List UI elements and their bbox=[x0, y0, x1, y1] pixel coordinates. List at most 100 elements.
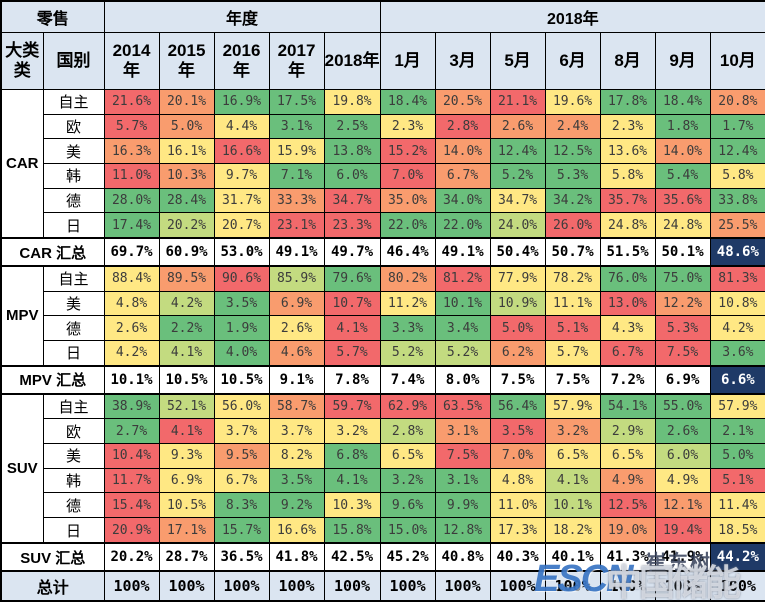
data-cell: 19.6% bbox=[544, 89, 601, 115]
data-cell: 5.2% bbox=[379, 340, 436, 367]
data-cell: 4.1% bbox=[158, 340, 215, 367]
summary-cell: 6.6% bbox=[709, 364, 765, 395]
data-cell: 10.1% bbox=[544, 492, 601, 519]
data-row: 日 17.4% 20.2% 20.7% 23.1% 23.3% 22.0% 22.0% 24.0… bbox=[1, 212, 765, 239]
data-row: 美 16.3% 16.1% 16.6% 15.9% 13.8% 15.2% 14.0% 12.4… bbox=[1, 138, 765, 164]
data-cell: 5.3% bbox=[544, 162, 601, 189]
summary-cell: 8.0% bbox=[434, 364, 491, 395]
data-cell: 15.2% bbox=[379, 138, 436, 164]
summary-cell: 10.5% bbox=[158, 364, 215, 395]
data-cell: 20.2% bbox=[158, 212, 215, 239]
data-cell: 14.0% bbox=[434, 138, 491, 164]
category-col-header: 大类类 bbox=[0, 32, 44, 90]
country-label: 美 bbox=[42, 290, 105, 317]
data-cell: 17.5% bbox=[268, 89, 325, 115]
data-cell: 7.0% bbox=[379, 162, 436, 189]
data-cell: 19.0% bbox=[599, 517, 656, 544]
table-title-retail: 零售 bbox=[0, 0, 105, 33]
summary-cell: 40.1% bbox=[544, 542, 601, 572]
data-cell: 10.3% bbox=[158, 162, 215, 189]
data-cell: 4.4% bbox=[213, 113, 270, 140]
data-row: 德 28.0% 28.4% 31.7% 33.3% 34.7% 35.0% 34.0% 34.7… bbox=[1, 187, 765, 214]
data-cell: 9.5% bbox=[213, 443, 270, 469]
country-label: 韩 bbox=[42, 162, 105, 189]
section-label-CAR: CAR bbox=[0, 89, 44, 239]
section-label-MPV: MPV bbox=[0, 265, 44, 367]
country-label: 欧 bbox=[42, 113, 105, 140]
data-cell: 2.6% bbox=[654, 418, 711, 445]
data-cell: 20.9% bbox=[103, 517, 160, 544]
summary-cell: 7.5% bbox=[489, 364, 546, 395]
data-row: 德 2.6% 2.2% 1.9% 2.6% 4.1% 3.3% 3.4% 5.0% 5.1% 4.3… bbox=[1, 315, 765, 342]
col-header-2016年: 2016年 bbox=[213, 32, 270, 90]
data-cell: 1.7% bbox=[709, 113, 765, 140]
country-label: 德 bbox=[42, 492, 105, 519]
summary-cell: 49.1% bbox=[434, 237, 491, 267]
data-cell: 80.2% bbox=[379, 265, 436, 292]
section-label-SUV: SUV bbox=[0, 393, 44, 544]
data-cell: 2.9% bbox=[599, 418, 656, 445]
data-cell: 34.7% bbox=[489, 187, 546, 214]
data-cell: 63.5% bbox=[434, 393, 491, 420]
data-cell: 3.5% bbox=[489, 418, 546, 445]
data-cell: 77.9% bbox=[489, 265, 546, 292]
summary-cell: 10.5% bbox=[213, 364, 270, 395]
data-row: 美 10.4% 9.3% 9.5% 8.2% 6.8% 6.5% 7.5% 7.0% 6.5% 6.… bbox=[1, 443, 765, 469]
country-label: 自主 bbox=[42, 393, 105, 420]
data-cell: 5.0% bbox=[158, 113, 215, 140]
data-cell: 10.9% bbox=[489, 290, 546, 317]
col-header-1月: 1月 bbox=[379, 32, 436, 90]
summary-cell: 7.4% bbox=[379, 364, 436, 395]
data-cell: 78.2% bbox=[544, 265, 601, 292]
data-cell: 4.1% bbox=[158, 418, 215, 445]
data-cell: 5.7% bbox=[103, 113, 160, 140]
data-cell: 35.7% bbox=[599, 187, 656, 214]
data-cell: 85.9% bbox=[268, 265, 325, 292]
data-cell: 12.5% bbox=[544, 138, 601, 164]
country-label: 自主 bbox=[42, 89, 105, 115]
data-cell: 1.8% bbox=[654, 113, 711, 140]
data-cell: 2.1% bbox=[709, 418, 765, 445]
data-cell: 22.0% bbox=[379, 212, 436, 239]
data-cell: 13.6% bbox=[599, 138, 656, 164]
data-cell: 6.9% bbox=[268, 290, 325, 317]
data-cell: 81.2% bbox=[434, 265, 491, 292]
data-cell: 2.8% bbox=[434, 113, 491, 140]
data-cell: 9.2% bbox=[268, 492, 325, 519]
data-cell: 3.4% bbox=[434, 315, 491, 342]
data-cell: 12.5% bbox=[599, 492, 656, 519]
data-cell: 4.1% bbox=[544, 467, 601, 494]
country-label: 自主 bbox=[42, 265, 105, 292]
total-row: 总计 100% 100% 100% 100% 100% 100% 100% 100% 100% 10… bbox=[0, 570, 765, 602]
data-cell: 20.5% bbox=[434, 89, 491, 115]
summary-cell: 20.2% bbox=[103, 542, 160, 572]
total-cell: 100% bbox=[654, 570, 711, 602]
data-cell: 12.2% bbox=[654, 290, 711, 317]
data-cell: 16.6% bbox=[213, 138, 270, 164]
data-cell: 9.6% bbox=[379, 492, 436, 519]
data-cell: 28.4% bbox=[158, 187, 215, 214]
data-cell: 11.0% bbox=[103, 162, 160, 189]
col-header-10月: 10月 bbox=[709, 32, 765, 90]
data-cell: 4.8% bbox=[103, 290, 160, 317]
data-cell: 19.8% bbox=[323, 89, 381, 115]
total-cell: 100% bbox=[544, 570, 601, 602]
data-cell: 8.2% bbox=[268, 443, 325, 469]
summary-cell: 69.7% bbox=[103, 237, 160, 267]
data-cell: 21.1% bbox=[489, 89, 546, 115]
country-label: 日 bbox=[42, 212, 105, 239]
data-cell: 4.2% bbox=[709, 315, 765, 342]
data-cell: 21.6% bbox=[103, 89, 160, 115]
data-cell: 6.5% bbox=[544, 443, 601, 469]
data-cell: 4.1% bbox=[323, 315, 381, 342]
country-label: 韩 bbox=[42, 467, 105, 494]
data-cell: 18.4% bbox=[654, 89, 711, 115]
data-cell: 24.0% bbox=[489, 212, 546, 239]
data-cell: 12.1% bbox=[654, 492, 711, 519]
data-cell: 16.3% bbox=[103, 138, 160, 164]
total-cell: 100% bbox=[709, 570, 765, 602]
data-cell: 3.5% bbox=[268, 467, 325, 494]
data-cell: 3.5% bbox=[213, 290, 270, 317]
data-cell: 2.6% bbox=[268, 315, 325, 342]
col-header-2014年: 2014年 bbox=[103, 32, 160, 90]
